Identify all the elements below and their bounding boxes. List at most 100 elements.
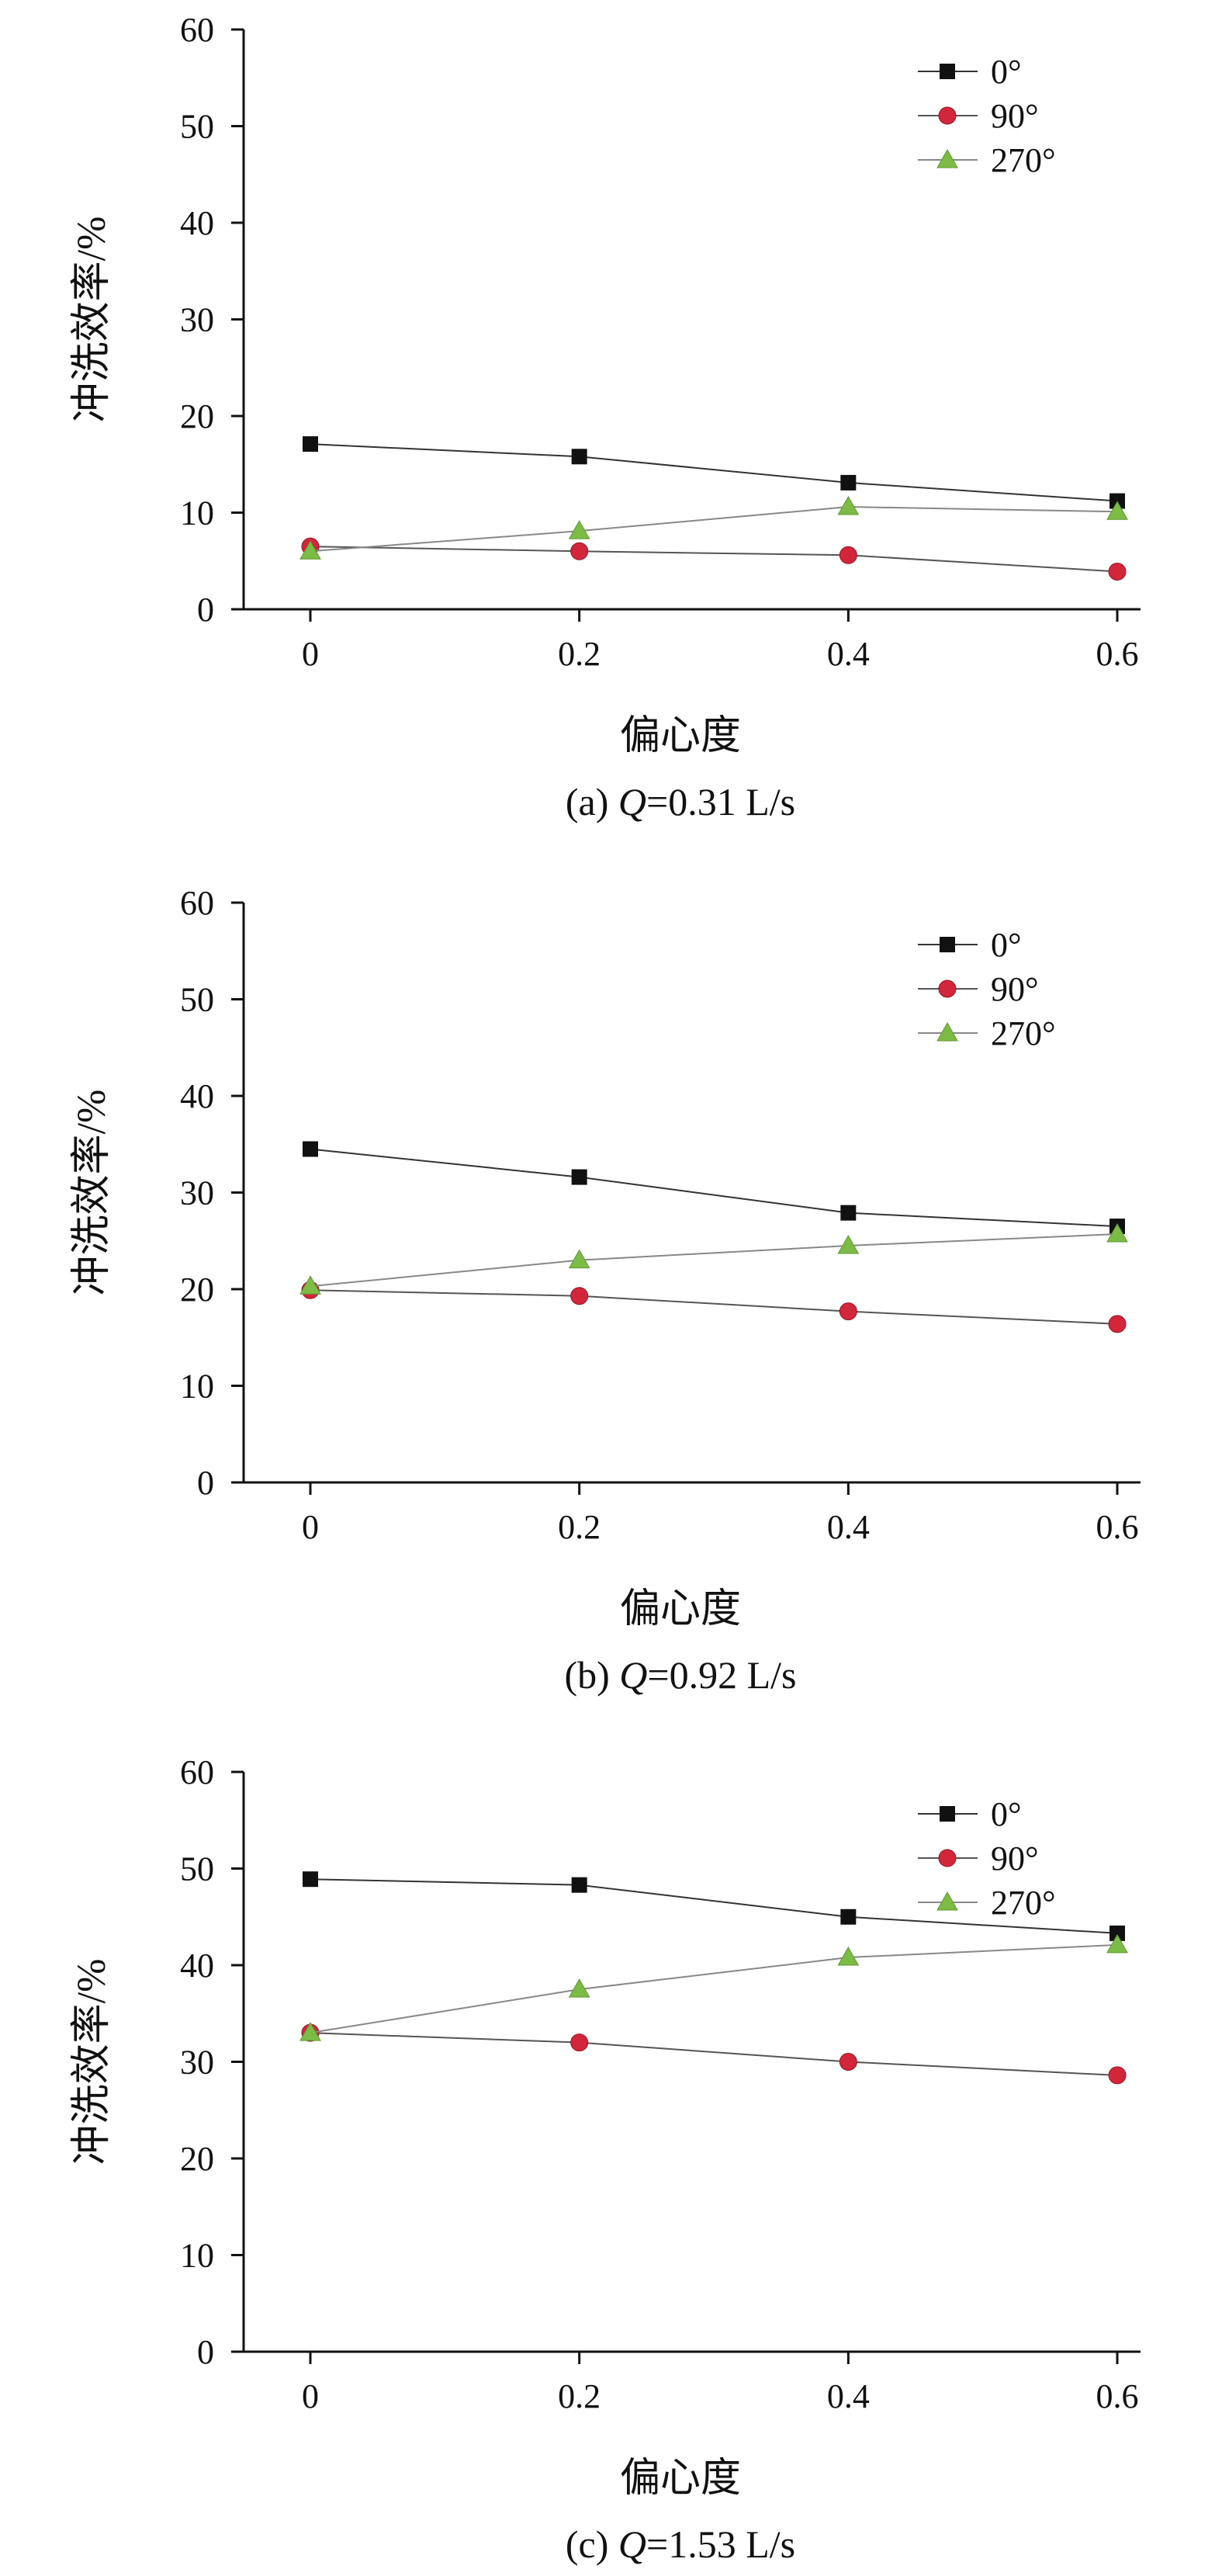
data-point — [840, 1909, 857, 1925]
y-tick-label: 10 — [180, 494, 214, 532]
data-point — [571, 1169, 587, 1185]
data-point — [1109, 1925, 1125, 1941]
y-tick-label: 50 — [180, 1850, 214, 1888]
series-line — [310, 506, 1118, 553]
legend-label: 270° — [991, 1014, 1056, 1052]
legend-label: 270° — [991, 141, 1056, 179]
data-point — [303, 1141, 318, 1157]
x-tick-label: 0.4 — [827, 635, 870, 673]
caption-prefix: (c) — [566, 2522, 618, 2566]
series-1 — [301, 537, 1127, 581]
caption-value: =0.92 L/s — [647, 1653, 796, 1697]
data-point — [299, 2022, 321, 2041]
data-point — [1108, 1315, 1127, 1333]
data-point — [299, 1275, 321, 1295]
data-point — [839, 2053, 857, 2071]
data-point — [299, 540, 321, 560]
legend-label: 90° — [991, 1839, 1039, 1877]
y-tick-label: 30 — [180, 1174, 214, 1212]
data-point — [839, 1302, 857, 1321]
legend-marker — [940, 1806, 955, 1822]
series-line — [310, 1943, 1118, 2034]
y-tick-label: 30 — [180, 2044, 214, 2082]
data-point — [840, 474, 857, 491]
y-tick-label: 40 — [180, 204, 214, 242]
x-tick-label: 0.4 — [827, 2377, 870, 2415]
y-tick-label: 60 — [180, 11, 214, 49]
legend: 0° 90° 270° — [918, 53, 1056, 179]
series-line — [310, 2032, 1118, 2076]
figure-caption: (b) Q=0.92 L/s — [564, 1653, 796, 1697]
caption-prefix: (b) — [564, 1653, 619, 1697]
series-line — [310, 443, 1118, 502]
y-tick-label: 0 — [197, 1464, 214, 1502]
y-tick-label: 0 — [197, 2333, 214, 2371]
data-point — [568, 1978, 590, 1998]
x-tick-label: 0 — [302, 1508, 319, 1546]
data-point — [570, 1287, 589, 1305]
data-point — [1106, 1223, 1128, 1243]
data-point — [303, 436, 318, 452]
y-axis-title: 冲洗效率/% — [70, 217, 114, 423]
x-tick-label: 0.6 — [1096, 1508, 1139, 1546]
data-point — [1108, 2066, 1127, 2085]
series-1 — [301, 2023, 1127, 2085]
y-tick-label: 40 — [180, 1077, 214, 1115]
y-axis-title: 冲洗效率/% — [70, 1959, 114, 2165]
y-tick-label: 10 — [180, 1368, 214, 1406]
legend-marker — [938, 106, 957, 125]
series-0 — [303, 1141, 1125, 1235]
y-tick-label: 20 — [180, 2140, 214, 2178]
data-point — [570, 542, 589, 560]
x-tick-label: 0.6 — [1096, 2377, 1139, 2415]
x-tick-label: 0.4 — [827, 1508, 870, 1546]
series-0 — [303, 436, 1125, 509]
data-point — [837, 496, 860, 515]
legend-label: 90° — [991, 970, 1039, 1008]
legend-marker — [936, 1021, 958, 1042]
x-tick-label: 0.2 — [558, 2377, 601, 2415]
legend-marker — [936, 148, 958, 168]
data-point — [571, 1877, 587, 1893]
legend: 0° 90° 270° — [918, 926, 1056, 1052]
data-point — [1108, 562, 1127, 581]
data-point — [568, 1249, 590, 1269]
series-line — [310, 1233, 1118, 1288]
x-tick-label: 0.6 — [1096, 635, 1139, 673]
x-tick-label: 0.2 — [558, 1508, 601, 1546]
legend-marker — [938, 979, 957, 998]
x-tick-label: 0 — [302, 2377, 319, 2415]
data-point — [1106, 501, 1128, 520]
data-point — [837, 1234, 860, 1254]
y-tick-label: 60 — [180, 884, 214, 922]
x-axis-title: 偏心度 — [620, 1587, 741, 1631]
y-tick-label: 50 — [180, 108, 214, 146]
caption-value: =0.31 L/s — [646, 780, 795, 823]
data-point — [568, 520, 590, 539]
y-tick-label: 20 — [180, 397, 214, 435]
data-point — [571, 449, 587, 465]
figure-caption: (c) Q=1.53 L/s — [566, 2522, 795, 2566]
legend-label: 0° — [991, 53, 1022, 91]
series-line — [310, 1289, 1118, 1325]
x-tick-label: 0 — [302, 635, 319, 673]
y-axis-title: 冲洗效率/% — [70, 1090, 114, 1296]
data-point — [837, 1947, 860, 1966]
y-tick-label: 20 — [180, 1271, 214, 1309]
caption-value: =1.53 L/s — [646, 2522, 795, 2566]
series-line — [310, 1148, 1118, 1228]
legend-label: 270° — [991, 1884, 1056, 1922]
x-tick-label: 0.2 — [558, 635, 601, 673]
series-1 — [301, 1281, 1127, 1333]
series-2 — [299, 1933, 1128, 2041]
y-tick-label: 30 — [180, 301, 214, 339]
data-point — [570, 2033, 589, 2052]
series-2 — [299, 1223, 1128, 1295]
x-axis-title: 偏心度 — [620, 2456, 741, 2501]
data-point — [840, 1205, 857, 1221]
legend-label: 90° — [991, 97, 1039, 135]
figure-caption: (a) Q=0.31 L/s — [566, 780, 795, 823]
y-tick-label: 60 — [180, 1753, 214, 1791]
